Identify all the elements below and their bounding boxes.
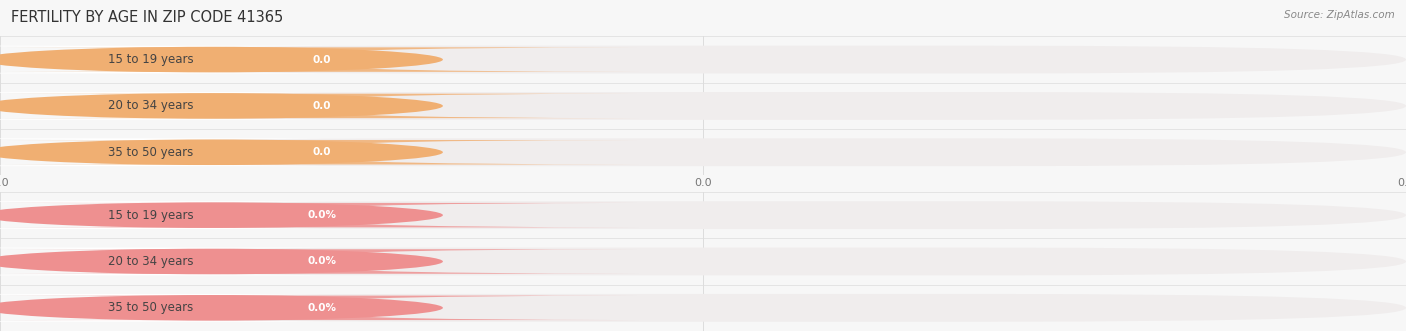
FancyBboxPatch shape (6, 94, 638, 118)
FancyBboxPatch shape (0, 294, 422, 322)
FancyBboxPatch shape (0, 92, 422, 120)
FancyBboxPatch shape (6, 140, 638, 165)
Text: 35 to 50 years: 35 to 50 years (108, 146, 194, 159)
Text: 0.0: 0.0 (312, 147, 332, 157)
FancyBboxPatch shape (0, 138, 1406, 166)
FancyBboxPatch shape (0, 248, 422, 275)
FancyBboxPatch shape (0, 294, 1406, 322)
Text: 0.0: 0.0 (312, 101, 332, 111)
Text: 20 to 34 years: 20 to 34 years (108, 255, 194, 268)
Text: 20 to 34 years: 20 to 34 years (108, 99, 194, 113)
Text: 0.0%: 0.0% (308, 210, 336, 220)
Text: 15 to 19 years: 15 to 19 years (108, 53, 194, 66)
FancyBboxPatch shape (6, 296, 638, 320)
Text: 35 to 50 years: 35 to 50 years (108, 301, 194, 314)
FancyBboxPatch shape (0, 92, 1406, 120)
Ellipse shape (0, 249, 443, 274)
FancyBboxPatch shape (6, 47, 638, 72)
FancyBboxPatch shape (6, 203, 638, 227)
Text: FERTILITY BY AGE IN ZIP CODE 41365: FERTILITY BY AGE IN ZIP CODE 41365 (11, 10, 284, 25)
Ellipse shape (0, 202, 443, 228)
FancyBboxPatch shape (6, 249, 638, 274)
Ellipse shape (0, 93, 443, 119)
Text: 0.0: 0.0 (312, 55, 332, 65)
Text: 15 to 19 years: 15 to 19 years (108, 209, 194, 222)
FancyBboxPatch shape (0, 248, 1406, 275)
FancyBboxPatch shape (0, 46, 1406, 73)
FancyBboxPatch shape (0, 46, 422, 73)
Text: 0.0%: 0.0% (308, 303, 336, 313)
FancyBboxPatch shape (0, 201, 1406, 229)
Ellipse shape (0, 295, 443, 321)
FancyBboxPatch shape (0, 138, 422, 166)
Text: 0.0%: 0.0% (308, 257, 336, 266)
Ellipse shape (0, 139, 443, 165)
FancyBboxPatch shape (0, 201, 422, 229)
Text: Source: ZipAtlas.com: Source: ZipAtlas.com (1284, 10, 1395, 20)
Ellipse shape (0, 47, 443, 72)
